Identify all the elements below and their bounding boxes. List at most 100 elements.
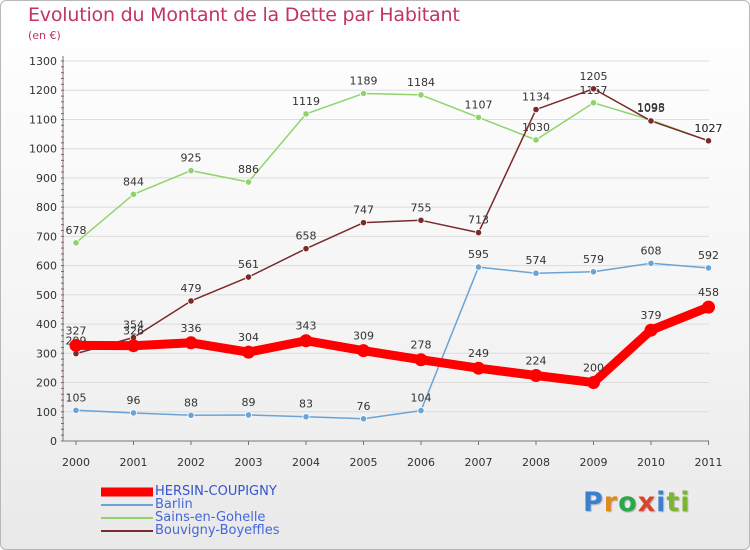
data-point xyxy=(72,406,80,414)
data-label: 309 xyxy=(353,330,374,343)
data-point xyxy=(474,228,483,237)
data-point xyxy=(129,190,138,198)
logo-letter: r xyxy=(603,487,619,518)
data-label: 1027 xyxy=(695,122,723,135)
data-point xyxy=(589,99,598,107)
data-point xyxy=(184,336,198,350)
y-tick-label: 700 xyxy=(36,230,57,243)
data-point xyxy=(299,334,313,348)
data-label: 76 xyxy=(357,400,371,413)
series-bouvigny-boyeffles: 2993544795616587477557131134120510951027 xyxy=(66,70,723,358)
x-tick-label: 2004 xyxy=(292,456,320,469)
data-label: 479 xyxy=(181,282,202,295)
data-point xyxy=(702,300,715,314)
x-tick-label: 2009 xyxy=(580,456,608,469)
data-label: 249 xyxy=(468,347,489,360)
data-label: 104 xyxy=(411,392,432,405)
data-label: 561 xyxy=(238,258,259,271)
data-label: 458 xyxy=(698,286,719,299)
data-label: 574 xyxy=(526,254,547,267)
legend-label: Sains-en-Gohelle xyxy=(155,510,266,525)
x-tick-label: 2002 xyxy=(177,456,205,469)
y-tick-label: 1100 xyxy=(29,113,57,126)
logo-letter: P xyxy=(583,487,604,518)
logo-letter: o xyxy=(618,487,638,518)
x-tick-label: 2007 xyxy=(465,456,493,469)
data-label: 592 xyxy=(698,249,719,262)
data-label: 89 xyxy=(242,396,256,409)
data-label: 327 xyxy=(66,324,87,337)
data-point xyxy=(302,110,310,118)
data-label: 925 xyxy=(181,152,202,165)
data-point xyxy=(704,137,713,145)
data-point xyxy=(589,268,598,276)
data-point xyxy=(417,406,425,415)
legend-label: Bouvigny-Boyeffles xyxy=(155,523,280,538)
data-point xyxy=(72,239,80,247)
data-point xyxy=(357,344,370,358)
x-tick-label: 2008 xyxy=(522,456,550,469)
data-label: 678 xyxy=(66,224,87,237)
data-label: 755 xyxy=(411,201,432,214)
data-point xyxy=(129,409,138,417)
data-point xyxy=(187,297,195,305)
data-point xyxy=(414,353,428,367)
data-point xyxy=(532,269,540,277)
data-point xyxy=(532,136,540,144)
y-tick-label: 600 xyxy=(36,260,57,273)
series-line xyxy=(75,262,710,420)
data-label: 579 xyxy=(583,253,604,266)
data-label: 713 xyxy=(468,214,489,227)
y-tick-label: 1300 xyxy=(29,55,57,68)
data-label: 354 xyxy=(123,319,144,332)
data-point xyxy=(359,415,368,423)
data-label: 1184 xyxy=(407,76,435,89)
data-point xyxy=(242,345,255,359)
legend-swatch xyxy=(101,529,153,532)
data-point xyxy=(187,411,195,419)
x-tick-label: 2000 xyxy=(62,456,90,469)
logo-letter: x xyxy=(637,487,657,518)
y-tick-label: 1200 xyxy=(29,84,57,97)
data-point xyxy=(69,338,83,352)
y-tick-label: 300 xyxy=(36,347,57,360)
y-tick-label: 0 xyxy=(50,435,57,448)
data-label: 1027 xyxy=(695,122,723,135)
logo-letter: i xyxy=(680,487,691,518)
legend-label: HERSIN-COUPIGNY xyxy=(155,484,277,499)
x-tick-label: 2006 xyxy=(407,456,435,469)
data-point xyxy=(474,113,483,122)
y-tick-label: 1000 xyxy=(29,143,57,156)
series-line xyxy=(71,302,713,388)
x-tick-label: 2011 xyxy=(695,456,723,469)
series-barlin: 105 96 88 89 83 76 104 595 574 579 608 592 xyxy=(66,244,719,423)
data-label: 747 xyxy=(353,204,374,217)
data-point xyxy=(704,264,713,272)
data-point xyxy=(302,413,310,421)
data-label: 304 xyxy=(238,331,259,344)
data-point xyxy=(417,216,425,224)
data-label: 1098 xyxy=(637,101,665,114)
y-tick-label: 400 xyxy=(36,318,57,331)
data-label: 96 xyxy=(127,394,141,407)
data-point xyxy=(244,411,253,419)
series-sains-en-gohelle: 6788449258861119118911841107103011571098… xyxy=(66,74,723,247)
legend-swatch xyxy=(101,503,153,506)
data-label: 595 xyxy=(468,248,489,261)
data-label: 88 xyxy=(184,396,198,409)
data-label: 379 xyxy=(641,309,662,322)
data-label: 200 xyxy=(583,362,604,375)
data-point xyxy=(359,219,368,227)
data-point xyxy=(474,263,483,271)
chart-subtitle: (en €) xyxy=(28,29,61,42)
data-point xyxy=(244,273,253,281)
data-point xyxy=(359,89,368,98)
x-tick-label: 2010 xyxy=(637,456,665,469)
data-label: 1205 xyxy=(580,70,608,83)
data-label: 343 xyxy=(296,320,317,333)
data-point xyxy=(644,323,658,337)
data-point xyxy=(587,376,600,390)
data-label: 224 xyxy=(526,355,547,368)
